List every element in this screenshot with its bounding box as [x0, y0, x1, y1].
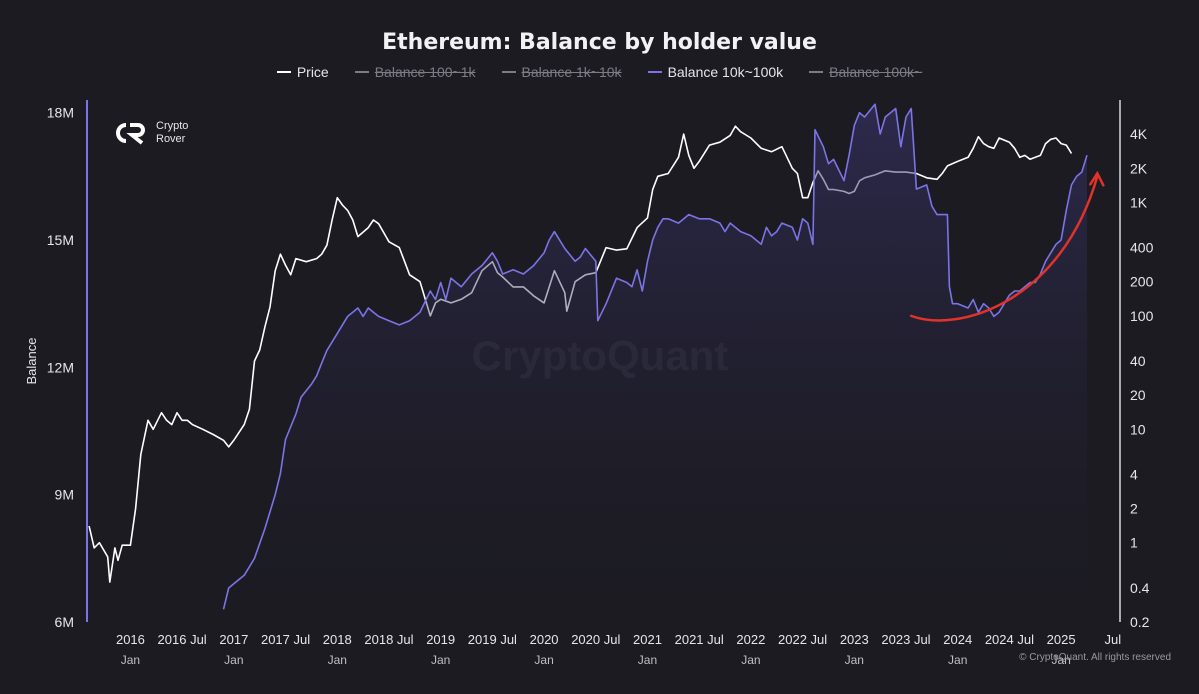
brand-line1: Crypto: [156, 120, 189, 132]
right-axis-tick: 4: [1130, 466, 1138, 482]
x-axis-tick-sub: Jan: [638, 653, 657, 667]
left-axis-tick: 6M: [55, 614, 74, 630]
right-axis-tick: 400: [1130, 240, 1154, 256]
right-axis-tick: 1K: [1130, 194, 1148, 210]
x-axis-tick: 2016 Jul: [158, 632, 207, 647]
right-axis-tick: 4K: [1130, 126, 1148, 142]
x-axis-tick-sub: Jan: [1051, 653, 1070, 667]
x-axis-tick: 2018 Jul: [364, 632, 413, 647]
x-axis-tick-sub: Jan: [741, 653, 760, 667]
left-axis-tick: 18M: [47, 105, 74, 121]
right-axis-tick: 0.4: [1130, 580, 1150, 596]
right-axis-tick: 100: [1130, 308, 1154, 324]
x-axis-tick: 2018: [323, 632, 352, 647]
x-axis-tick: 2023 Jul: [881, 632, 930, 647]
legend-label: Balance 100~1k: [374, 64, 476, 80]
brand-text: Crypto Rover: [156, 120, 188, 146]
legend-swatch: [647, 71, 662, 73]
right-axis-tick: 2: [1130, 501, 1138, 517]
legend-swatch: [276, 71, 291, 73]
x-axis-tick: 2017 Jul: [261, 632, 310, 647]
x-axis-tick-sub: Jan: [948, 653, 967, 667]
right-axis-tick: 200: [1130, 274, 1154, 290]
x-axis-tick: 2025: [1047, 632, 1076, 647]
annotation-arrowhead: [1089, 170, 1105, 187]
x-axis-tick: 2021 Jul: [675, 632, 724, 647]
x-axis-tick: 2024: [943, 632, 972, 647]
series-line-balance-10k-100k: [222, 103, 1088, 610]
chart-title: Ethereum: Balance by holder value: [382, 30, 817, 55]
x-axis-tick-sub: Jan: [328, 653, 347, 667]
legend-label: Balance 10k~100k: [667, 64, 784, 80]
legend-label: Balance 100k~: [829, 64, 923, 80]
balance-area: [223, 104, 1087, 622]
legend-label: Price: [296, 64, 329, 80]
x-axis-tick: 2022 Jul: [778, 632, 827, 647]
legend-swatch: [809, 71, 824, 73]
right-axis-tick: 10: [1130, 421, 1146, 437]
x-axis-tick-sub: Jan: [845, 653, 864, 667]
x-axis-tick-sub: Jan: [431, 653, 450, 667]
legend-label: Balance 1k~10k: [521, 64, 622, 80]
right-axis-tick: 20: [1130, 387, 1146, 403]
left-axis-tick: 12M: [47, 359, 74, 375]
brand-line2: Rover: [156, 133, 186, 145]
x-axis-tick: 2021: [633, 632, 662, 647]
legend-swatch: [501, 71, 516, 73]
legend: Price Balance 100~1k Balance 1k~10k Balance…: [0, 64, 1199, 80]
right-axis-tick: 0.2: [1130, 614, 1150, 630]
copyright-notice: © CryptoQuant. All rights reserved: [1019, 652, 1171, 663]
x-axis-tick: 2024 Jul: [985, 632, 1034, 647]
crypto-rover-logo-icon: [116, 123, 145, 145]
left-axis-tick: 15M: [47, 232, 74, 248]
x-axis-tick: 2019: [426, 632, 455, 647]
right-axis-tick: 40: [1130, 353, 1146, 369]
annotation-arrow: [909, 175, 1099, 322]
brand-logo: Crypto Rover: [112, 120, 188, 146]
x-axis-tick-sub: Jan: [224, 653, 243, 667]
right-axis-tick: 1: [1130, 535, 1138, 551]
right-axis-tick: 2K: [1130, 160, 1148, 176]
x-axis-tick: 2019 Jul: [468, 632, 517, 647]
legend-item-0[interactable]: Price: [276, 64, 329, 80]
legend-swatch: [354, 71, 369, 73]
x-axis-tick: 2023: [840, 632, 869, 647]
x-axis-tick: 2022: [736, 632, 765, 647]
legend-item-1[interactable]: Balance 100~1k: [354, 64, 476, 80]
x-axis-tick-sub: Jan: [121, 653, 140, 667]
x-axis-tick: Jul: [1105, 632, 1122, 647]
left-axis-label: Balance: [24, 338, 39, 385]
x-axis-tick: 2020 Jul: [571, 632, 620, 647]
x-axis-tick: 2020: [530, 632, 559, 647]
left-axis-tick: 9M: [55, 487, 74, 503]
legend-item-4[interactable]: Balance 100k~: [809, 64, 922, 80]
legend-item-3[interactable]: Balance 10k~100k: [647, 64, 784, 80]
x-axis-tick: 2017: [219, 632, 248, 647]
x-axis-tick: 2016: [116, 632, 145, 647]
legend-item-2[interactable]: Balance 1k~10k: [501, 64, 622, 80]
x-axis-tick-sub: Jan: [534, 653, 553, 667]
